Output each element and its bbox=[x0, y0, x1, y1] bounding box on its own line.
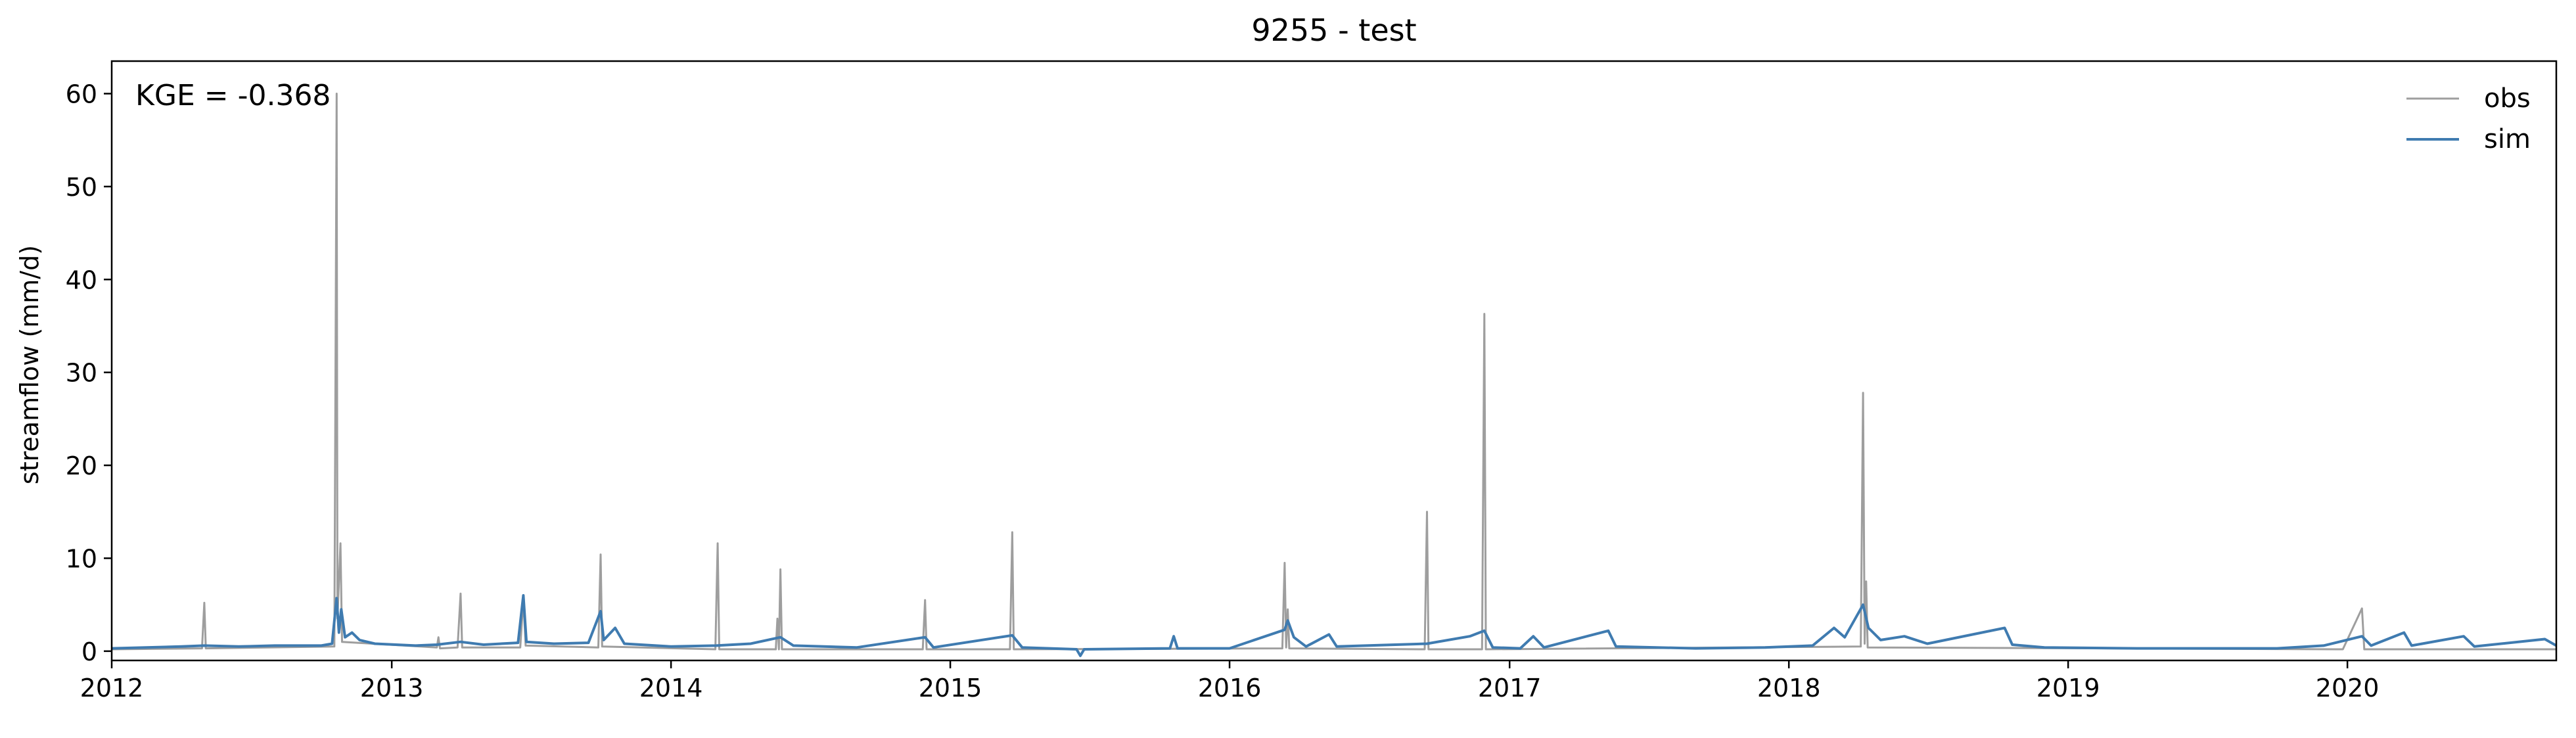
x-tick-label: 2014 bbox=[639, 674, 703, 703]
chart-title: 9255 - test bbox=[1251, 12, 1416, 48]
legend-sim-label: sim bbox=[2484, 124, 2531, 154]
x-tick-label: 2020 bbox=[2316, 674, 2380, 703]
x-tick-label: 2019 bbox=[2036, 674, 2100, 703]
legend-obs-label: obs bbox=[2484, 83, 2531, 114]
x-tick-label: 2012 bbox=[80, 674, 144, 703]
x-tick-label: 2017 bbox=[1478, 674, 1542, 703]
kge-annotation: KGE = -0.368 bbox=[135, 79, 331, 112]
y-tick-label: 10 bbox=[66, 544, 97, 573]
y-axis-label: streamflow (mm/d) bbox=[15, 245, 44, 484]
series-line-obs bbox=[112, 93, 2556, 651]
y-tick-label: 30 bbox=[66, 359, 97, 388]
x-tick-label: 2013 bbox=[360, 674, 424, 703]
y-tick-label: 60 bbox=[66, 80, 97, 108]
y-tick-label: 40 bbox=[66, 265, 97, 294]
x-tick-label: 2018 bbox=[1757, 674, 1821, 703]
plot-frame bbox=[110, 60, 2558, 662]
x-tick-label: 2015 bbox=[919, 674, 982, 703]
x-tick-label: 2016 bbox=[1198, 674, 1262, 703]
legend: obs sim bbox=[2406, 83, 2531, 154]
y-tick-label: 0 bbox=[81, 637, 97, 666]
y-tick-label: 50 bbox=[66, 173, 97, 202]
series-line-sim bbox=[112, 594, 2556, 657]
y-tick-label: 20 bbox=[66, 451, 97, 480]
